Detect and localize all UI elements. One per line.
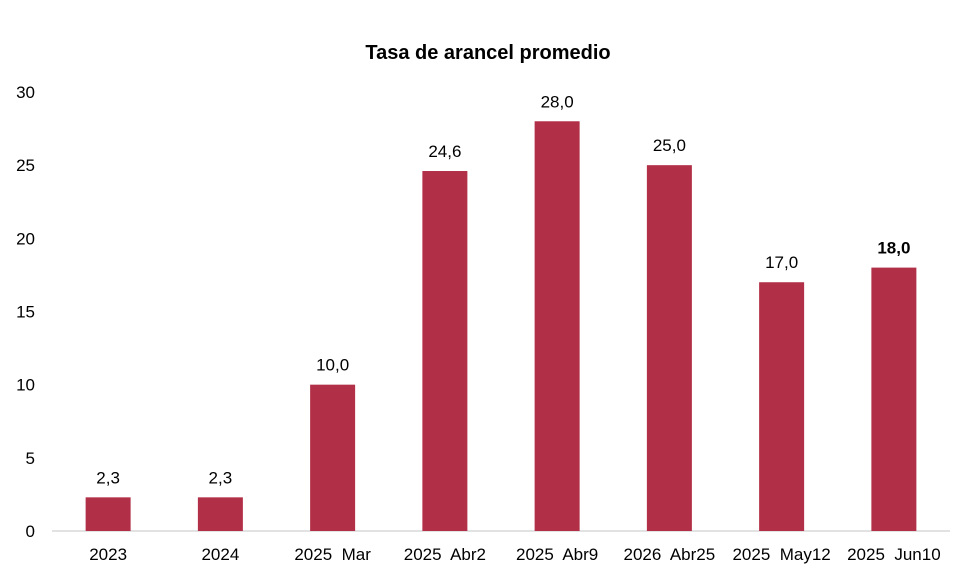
data-label: 10,0: [316, 356, 349, 375]
data-labels-group: 2,3 2,3 10,0 24,6 28,0 25,0 17,0 18,0: [96, 92, 910, 487]
bar: [646, 165, 692, 531]
x-tick-label: 2026 Abr25: [624, 545, 716, 564]
y-tick-label: 20: [16, 229, 35, 248]
x-tick-label: 2025 Jun10: [847, 545, 941, 564]
bar: [759, 282, 805, 531]
bar: [422, 171, 468, 531]
data-label: 18,0: [877, 239, 910, 258]
bar: [197, 497, 243, 531]
bar: [871, 267, 917, 531]
data-label: 17,0: [765, 253, 798, 272]
bar: [310, 384, 356, 531]
x-tick-label: 2025 Abr2: [404, 545, 486, 564]
data-label: 24,6: [428, 142, 461, 161]
bars-group: [85, 121, 917, 532]
x-tick-label: 2024: [201, 545, 239, 564]
data-label: 28,0: [541, 92, 574, 111]
data-label: 2,3: [96, 468, 120, 487]
y-tick-label: 10: [16, 376, 35, 395]
y-tick-label: 30: [16, 83, 35, 102]
x-tick-label: 2025 Mar: [294, 545, 371, 564]
y-tick-label: 5: [26, 449, 35, 468]
y-tick-label: 15: [16, 303, 35, 322]
data-label: 2,3: [209, 468, 233, 487]
bar: [85, 497, 131, 531]
y-axis-ticks: 0 5 10 15 20 25 30: [16, 83, 35, 541]
chart-title: Tasa de arancel promedio: [365, 42, 610, 64]
y-tick-label: 0: [26, 522, 35, 541]
x-tick-label: 2025 May12: [732, 545, 830, 564]
x-axis-ticks: 2023 2024 2025 Mar 2025 Abr2 2025 Abr9 2026 A…: [89, 545, 940, 564]
x-tick-label: 2025 Abr9: [516, 545, 598, 564]
y-tick-label: 25: [16, 156, 35, 175]
data-label: 25,0: [653, 136, 686, 155]
bar: [534, 121, 580, 532]
x-tick-label: 2023: [89, 545, 127, 564]
